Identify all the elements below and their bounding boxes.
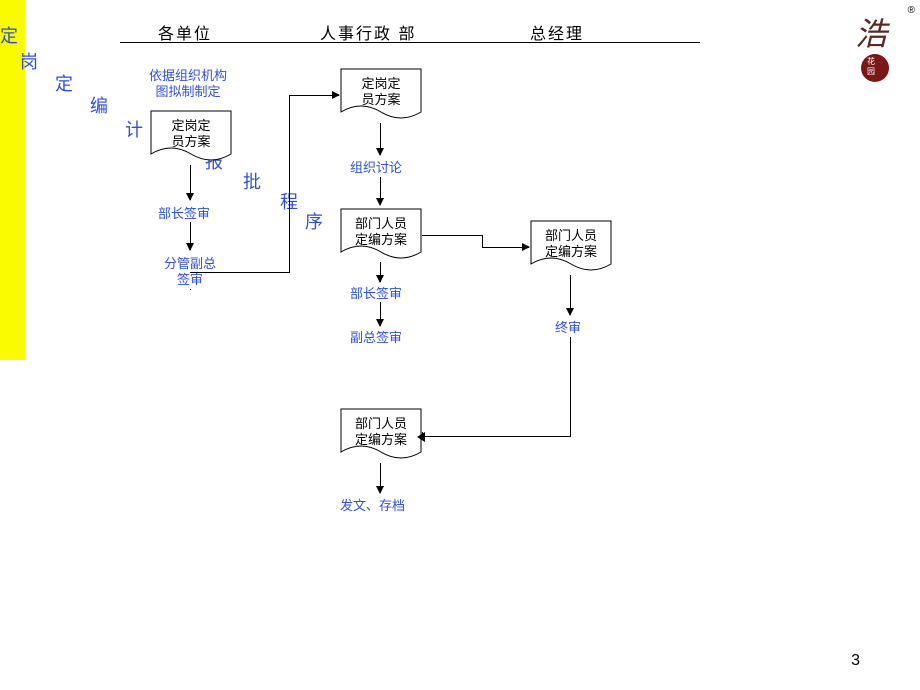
- conn-v3: [570, 337, 571, 437]
- arrow-6: [380, 302, 381, 326]
- label-final: 终审: [555, 320, 581, 336]
- title-char-6: 批: [243, 168, 261, 194]
- header-hr: 人事行政 部: [320, 20, 416, 44]
- label-archive: 发文、存档: [340, 498, 405, 514]
- conn-h2: [289, 95, 339, 96]
- label-vp-sign2: 副总签审: [350, 330, 402, 346]
- registered-mark: ®: [908, 5, 915, 16]
- arrow-7: [570, 275, 571, 315]
- label-dept-sign2: 部长签审: [350, 286, 402, 302]
- label-discuss: 组织讨论: [350, 160, 402, 176]
- title-char-0: 定: [0, 22, 18, 48]
- svg-text:园: 园: [867, 67, 875, 76]
- svg-text:浩: 浩: [855, 16, 890, 52]
- doc-plan-2: 定岗定员方案: [340, 68, 422, 124]
- label-basis: 依据组织机构 图拟制制定: [138, 68, 238, 100]
- arrow-8: [380, 463, 381, 493]
- arrow-4: [380, 177, 381, 205]
- page-number: 3: [851, 652, 860, 670]
- doc-staffing-3: 部门人员定编方案: [340, 408, 422, 464]
- title-char-3: 编: [90, 92, 108, 118]
- header-gm: 总经理: [530, 20, 584, 44]
- doc-staffing-1: 部门人员定编方案: [340, 208, 422, 264]
- header-underline: [120, 42, 700, 43]
- arrow-3: [380, 123, 381, 155]
- doc-plan-1: 定岗定员方案: [150, 110, 232, 166]
- label-dept-sign: 部长签审: [158, 206, 210, 222]
- title-char-1: 岗: [20, 48, 38, 74]
- logo: 浩 花 园: [850, 10, 900, 90]
- conn-h1: [190, 272, 290, 273]
- arrow-2: [190, 222, 191, 250]
- svg-text:花: 花: [867, 56, 875, 66]
- arrow-5: [380, 262, 381, 282]
- title-char-8: 序: [305, 208, 323, 234]
- doc-staffing-2: 部门人员定编方案: [530, 220, 612, 276]
- conn-h4: [422, 436, 570, 437]
- arrow-1: [190, 165, 191, 200]
- conn-v1: [289, 95, 290, 273]
- conn-h3: [422, 235, 482, 236]
- title-char-4: 计: [125, 116, 143, 142]
- header-units: 各单位: [158, 20, 212, 44]
- conn-h3b: [482, 247, 529, 248]
- title-char-2: 定: [55, 70, 73, 96]
